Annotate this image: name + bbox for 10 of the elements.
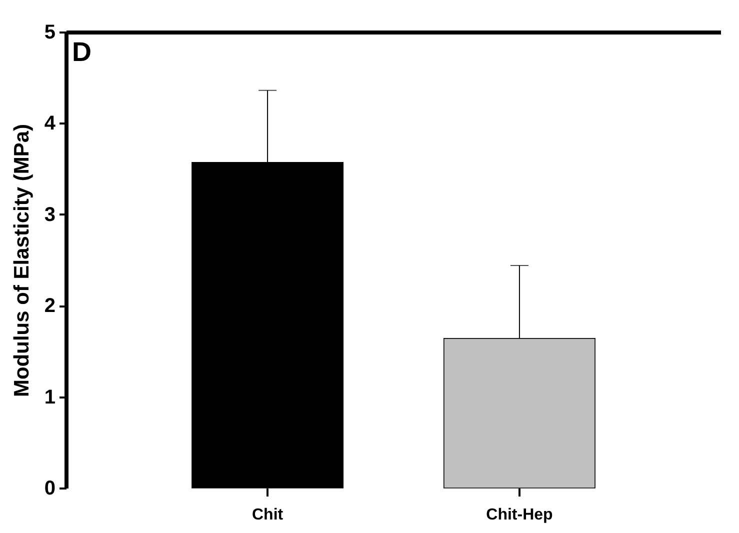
y-tick-label: 3	[44, 204, 56, 226]
y-tick-label: 4	[44, 112, 56, 135]
x-tick-label: Chit	[252, 506, 284, 524]
y-tick-label: 5	[44, 22, 56, 44]
y-tick-label: 2	[44, 295, 56, 318]
annotation: D	[72, 37, 92, 67]
y-tick-label: 1	[44, 386, 56, 408]
x-tick-label: Chit-Hep	[486, 506, 554, 524]
y-tick-label: 0	[44, 478, 56, 500]
y-axis-title: Modulus of Elasticity (MPa)	[10, 124, 34, 398]
